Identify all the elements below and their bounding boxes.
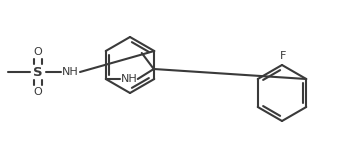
Text: NH: NH: [62, 67, 79, 77]
Text: S: S: [33, 66, 43, 78]
Text: O: O: [34, 87, 42, 97]
Text: O: O: [34, 47, 42, 57]
Text: NH: NH: [120, 74, 137, 84]
Text: F: F: [280, 51, 286, 61]
